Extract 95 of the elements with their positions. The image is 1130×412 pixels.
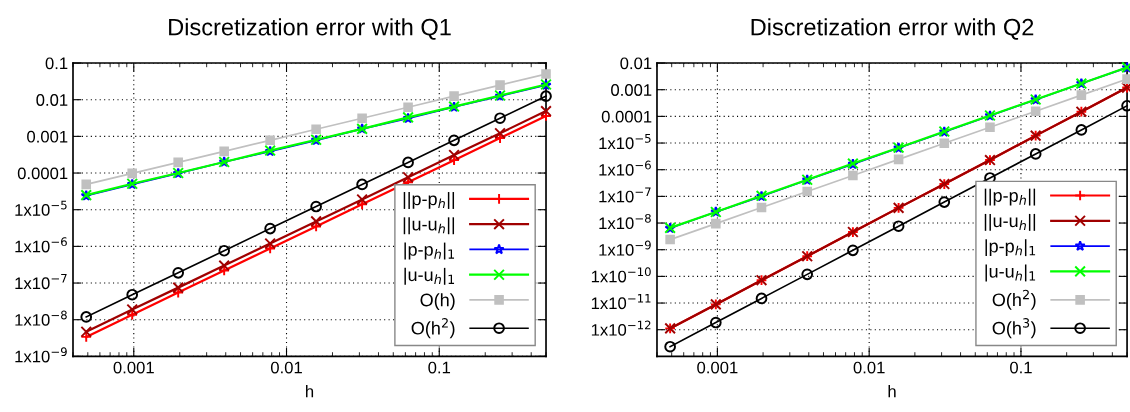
- point: [264, 222, 276, 235]
- point: [219, 146, 229, 157]
- legend-label: |p-p$_{h}$|$_{1}$: [985, 239, 1036, 257]
- y-tick-label: 0.01: [36, 94, 68, 106]
- point: [541, 69, 551, 79]
- point: [356, 178, 368, 191]
- legend-label: |p-p$_{h}$|$_{1}$: [404, 242, 455, 260]
- x-axis-title: h: [888, 385, 896, 398]
- point: [173, 157, 183, 168]
- x-tick-label: 0.01: [853, 361, 885, 374]
- point: [265, 135, 275, 146]
- point: [449, 91, 459, 101]
- point: [540, 105, 552, 117]
- point: [664, 340, 676, 353]
- point: [709, 316, 722, 329]
- point: [892, 220, 905, 233]
- point: [448, 149, 460, 161]
- legend-label: O(h$^{3}$): [992, 318, 1036, 339]
- point: [540, 90, 552, 102]
- x-tick-label: 0.1: [1010, 361, 1032, 374]
- chart-title: Discretization error with Q1: [169, 18, 451, 40]
- legend-label: |u-u$_{h}$|$_{1}$: [404, 267, 455, 285]
- point: [218, 259, 230, 272]
- y-tick-label: 1x10$^{−5}$: [15, 200, 67, 216]
- x-tick-label: 0.01: [270, 361, 302, 374]
- point: [985, 122, 995, 133]
- x-tick-label: 0.001: [113, 361, 154, 374]
- point: [80, 311, 93, 323]
- point: [802, 186, 812, 197]
- y-tick-label: 0.01: [620, 57, 652, 70]
- point: [81, 179, 92, 190]
- point: [665, 234, 675, 245]
- point: [1122, 74, 1130, 84]
- y-tick-label: 1x10$^{−5}$: [599, 134, 651, 150]
- y-tick-label: 0.0001: [17, 167, 68, 180]
- y-tick-label: 0.001: [611, 84, 652, 96]
- point: [127, 168, 137, 179]
- y-tick-label: 1x10$^{−12}$: [591, 320, 651, 336]
- x-tick-label: 0.1: [428, 361, 451, 374]
- point: [310, 200, 322, 213]
- point: [357, 113, 367, 124]
- point: [847, 244, 859, 257]
- point: [494, 112, 506, 125]
- point: [1075, 124, 1088, 136]
- point: [893, 154, 904, 165]
- point: [756, 202, 767, 213]
- point: [1029, 148, 1042, 160]
- point: [126, 288, 139, 301]
- point: [172, 281, 185, 294]
- y-tick-label: 0.1: [45, 57, 68, 70]
- y-tick-label: 1x10$^{−7}$: [15, 274, 67, 290]
- point: [311, 124, 321, 135]
- chart-title: Discretization error with Q2: [751, 18, 1034, 40]
- point: [310, 215, 322, 228]
- legend-label: ||u-u$_{h}$||: [984, 213, 1036, 231]
- point: [402, 171, 414, 184]
- point: [848, 170, 858, 181]
- point: [172, 266, 185, 279]
- y-tick-label: 1x10$^{−6}$: [15, 237, 67, 253]
- point: [448, 134, 460, 147]
- point: [403, 102, 413, 112]
- point: [711, 218, 721, 229]
- legend-label: O(h): [420, 293, 455, 310]
- point: [938, 196, 951, 208]
- point: [495, 80, 505, 90]
- point: [755, 292, 768, 305]
- y-tick-label: 1x10$^{−10}$: [591, 267, 651, 283]
- point: [494, 127, 506, 140]
- x-tick-label: 0.001: [697, 361, 738, 374]
- point: [1030, 106, 1041, 117]
- legend-label: ||p-p$_{h}$||: [403, 192, 455, 209]
- point: [939, 138, 950, 149]
- legend-label: O(h$^{2}$): [411, 318, 455, 339]
- y-tick-label: 1x10$^{−11}$: [591, 294, 651, 310]
- y-tick-label: 0.0001: [601, 110, 652, 123]
- y-tick-label: 0.001: [27, 130, 68, 143]
- legend-label: ||p-p$_{h}$||: [984, 188, 1036, 206]
- legend-label: ||u-u$_{h}$||: [403, 217, 455, 235]
- point: [264, 237, 276, 250]
- y-tick-label: 1x10$^{−9}$: [599, 240, 651, 256]
- legend-label: |u-u$_{h}$|$_{1}$: [985, 264, 1036, 282]
- point: [402, 156, 414, 169]
- y-tick-label: 1x10$^{−8}$: [599, 213, 651, 230]
- point: [80, 325, 93, 338]
- point: [1076, 90, 1087, 100]
- y-tick-label: 1x10$^{−9}$: [15, 347, 67, 363]
- point: [801, 268, 814, 281]
- point: [218, 244, 230, 257]
- legend-label: O(h$^{2}$): [992, 289, 1036, 310]
- y-tick-label: 1x10$^{−8}$: [15, 310, 67, 326]
- y-tick-label: 1x10$^{−7}$: [599, 187, 651, 203]
- y-tick-label: 1x10$^{−6}$: [599, 160, 651, 176]
- x-axis-title: h: [306, 385, 314, 398]
- point: [126, 303, 139, 316]
- point: [356, 193, 368, 206]
